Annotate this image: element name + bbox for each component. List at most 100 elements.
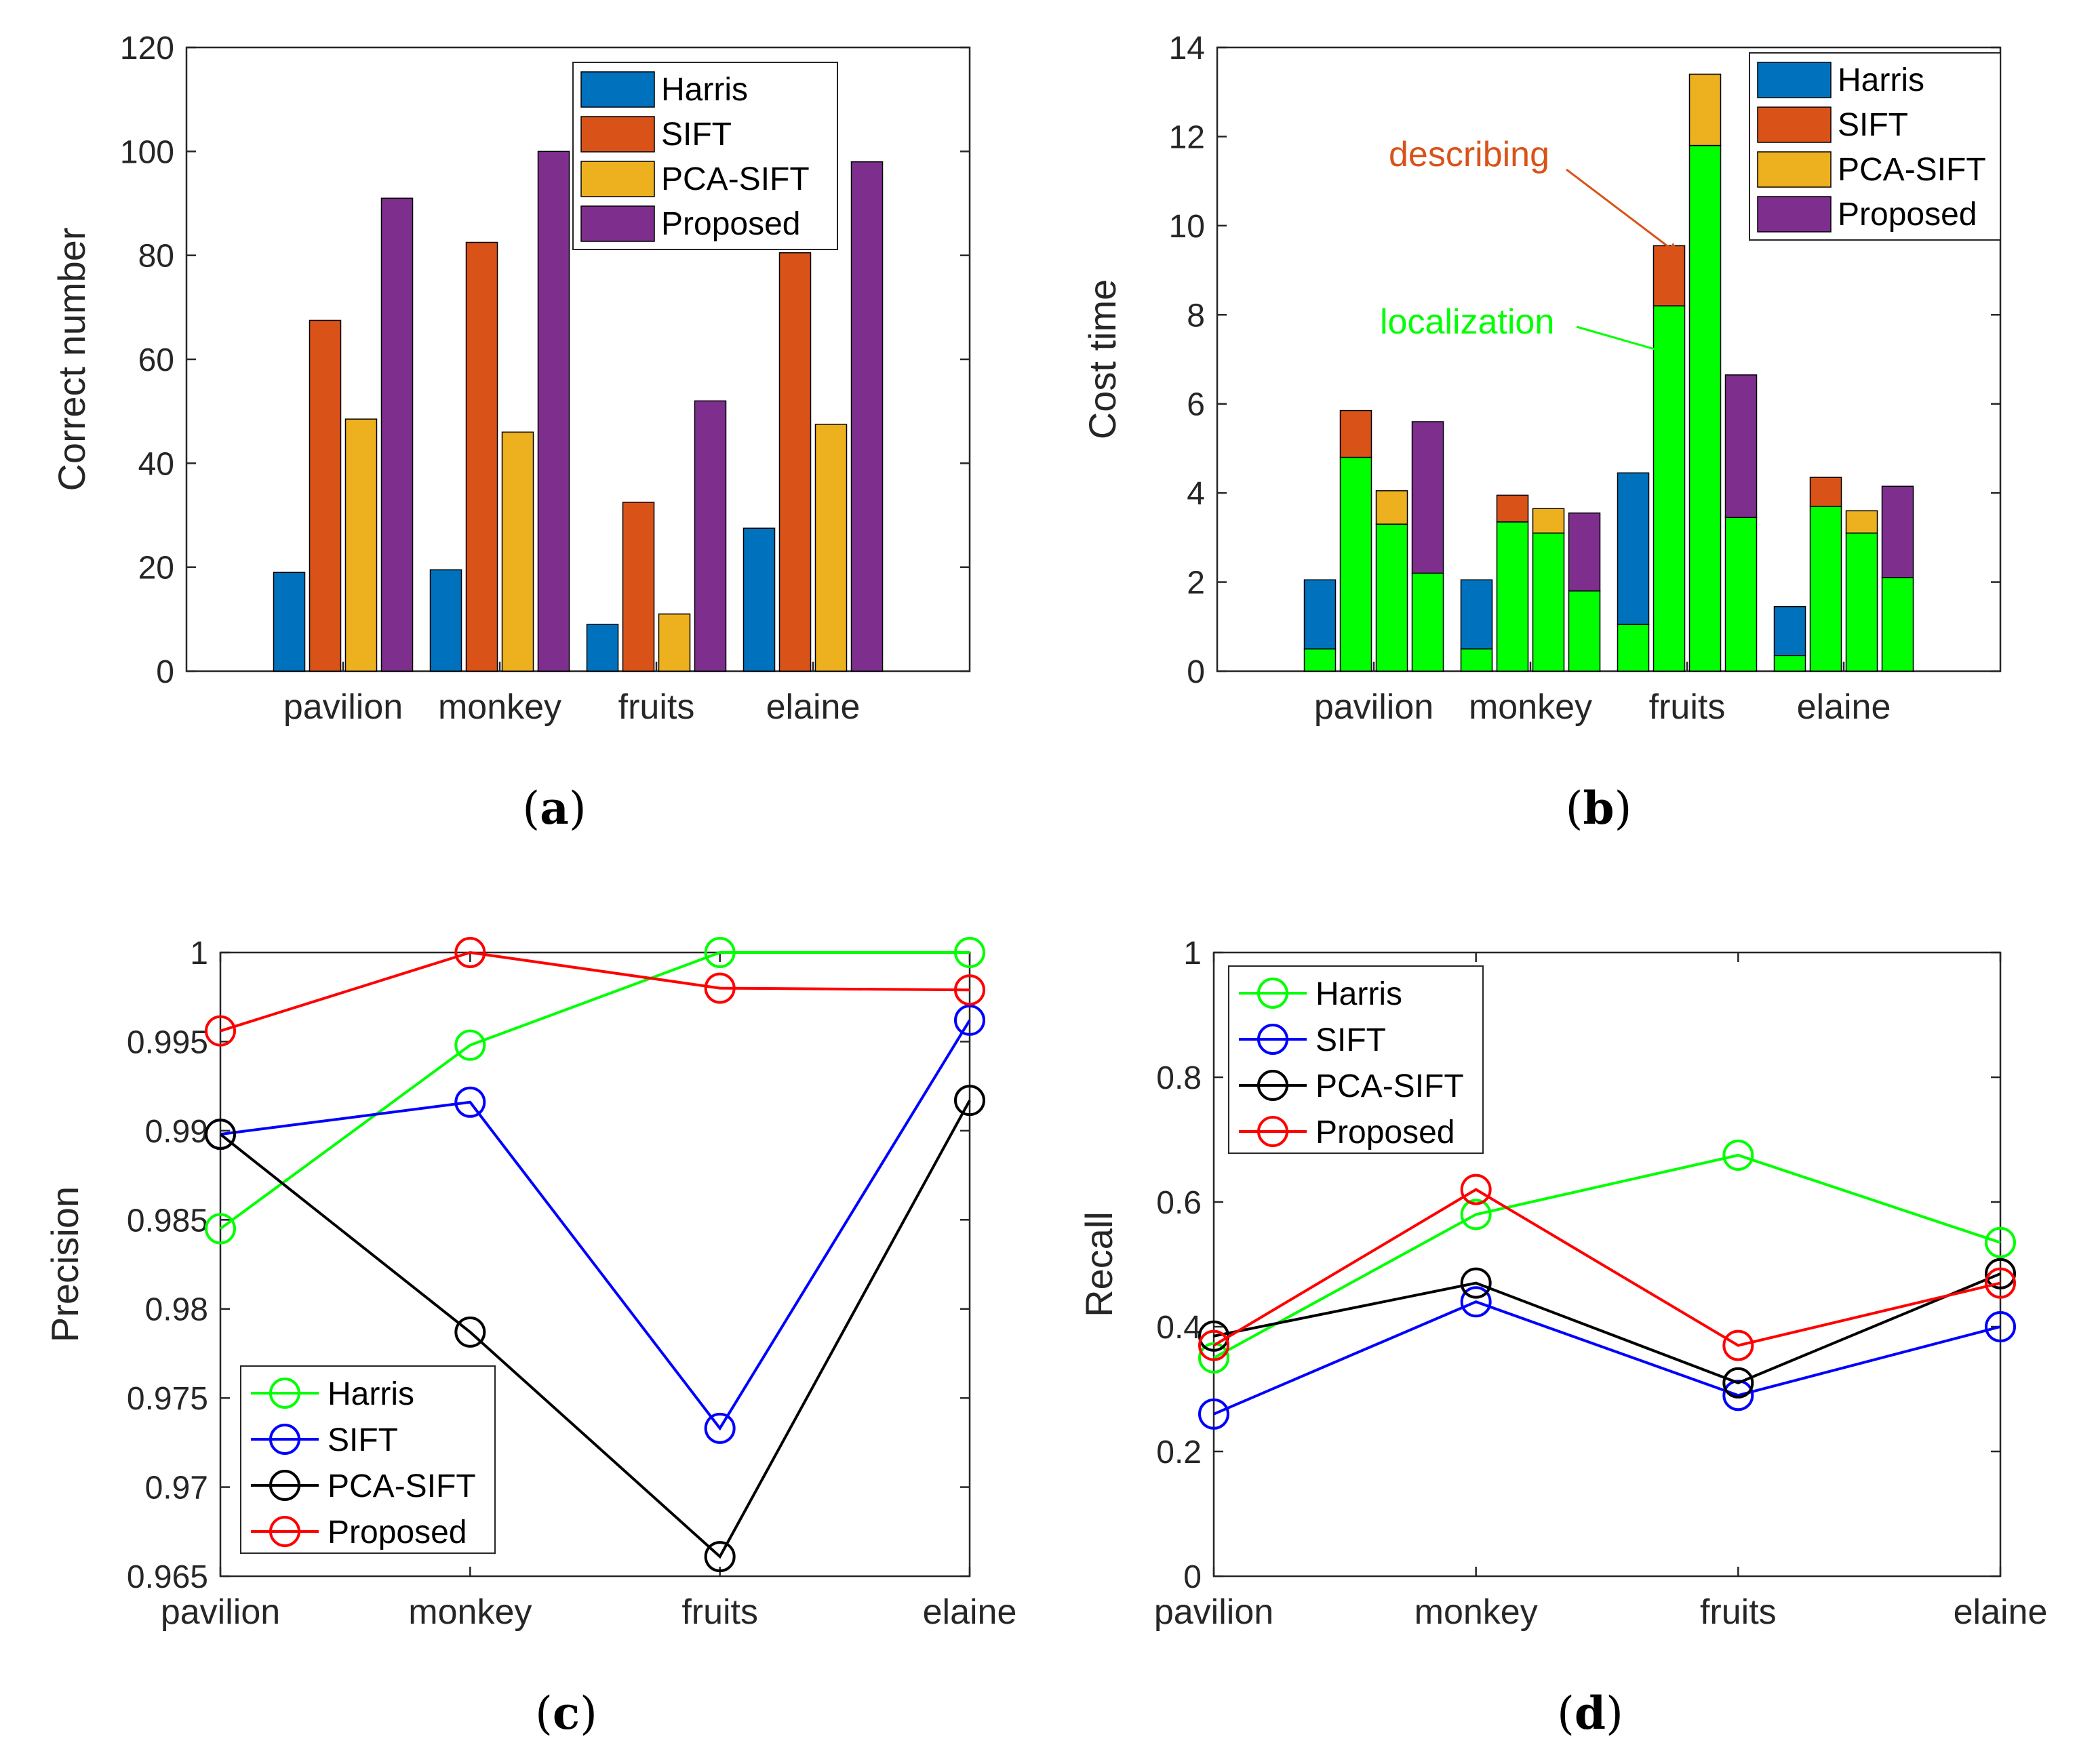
- bar-localization-sift-pavilion: [1339, 456, 1372, 672]
- line-proposed: [1212, 1188, 2001, 1347]
- caption-c: (c): [535, 1687, 597, 1740]
- bar-localization-harris-fruits: [1617, 624, 1650, 672]
- bar-localization-proposed-fruits: [1724, 517, 1758, 672]
- y-tick-label: 0.99: [145, 1114, 208, 1150]
- y-tick-label: 1: [1183, 936, 1202, 971]
- point-harris-pavilion: [205, 1213, 236, 1245]
- x-tick-label: pavilion: [1314, 687, 1433, 727]
- bar-describing-harris-fruits: [1617, 472, 1650, 625]
- bar-pca-sift-fruits: [658, 613, 691, 672]
- legend-swatch-proposed: [580, 205, 655, 242]
- legend-marker-proposed: [269, 1516, 300, 1547]
- bar-describing-harris-elaine: [1773, 605, 1806, 656]
- y-tick-label: 0.98: [145, 1292, 208, 1328]
- y-tick-label: 120: [120, 31, 174, 66]
- y-tick-label: 0.965: [127, 1559, 208, 1595]
- point-pca-sift-fruits: [1722, 1367, 1754, 1399]
- legend-marker-proposed: [1257, 1116, 1288, 1147]
- y-tick-label: 8: [1187, 298, 1205, 334]
- y-tick-label: 0.2: [1156, 1435, 1202, 1470]
- bar-describing-sift-fruits: [1653, 245, 1686, 306]
- point-sift-pavilion: [1198, 1398, 1229, 1430]
- axes-c: 0.965 0.97 0.975 0.98 0.985 0.99 0.995 1 Precisi…: [43, 936, 971, 1595]
- bar-describing-sift-elaine: [1809, 477, 1842, 507]
- y-tick-label: 4: [1187, 476, 1205, 512]
- x-tick-label: fruits: [1700, 1592, 1777, 1632]
- bar-proposed-fruits: [694, 400, 727, 672]
- bar-proposed-monkey: [537, 151, 570, 672]
- bar-sift-elaine: [778, 252, 812, 672]
- legend-swatch-harris: [580, 71, 655, 108]
- legend-marker-sift: [269, 1424, 300, 1455]
- legend-swatch-sift: [580, 116, 655, 153]
- caption-letter: c: [553, 1687, 580, 1740]
- caption-a: (a): [522, 782, 586, 835]
- point-pca-sift-fruits: [704, 1541, 736, 1573]
- bar-localization-harris-elaine: [1773, 655, 1806, 672]
- point-harris-monkey: [1460, 1199, 1492, 1230]
- y-tick-label: 0: [1187, 654, 1205, 690]
- bar-proposed-pavilion: [380, 197, 414, 672]
- legend-marker-harris: [1257, 978, 1288, 1009]
- legend-label: SIFT: [1316, 1022, 1386, 1058]
- x-tick-label: pavilion: [1154, 1592, 1273, 1632]
- subfigure-caption: (d): [1557, 1687, 1623, 1740]
- bar-pca-sift-elaine: [814, 424, 848, 672]
- y-tick-label: 2: [1187, 565, 1205, 601]
- y-tick-label: 12: [1169, 119, 1205, 155]
- x-tick-label: fruits: [1649, 687, 1726, 727]
- point-pca-sift-elaine: [1985, 1258, 2016, 1289]
- axes-b: 0 2 4 6 8 10 12 14 Cost time: [1081, 31, 2002, 690]
- bar-describing-proposed-pavilion: [1411, 421, 1444, 574]
- y-axis-label: Precision: [43, 1186, 86, 1342]
- y-tick-label: 0.995: [127, 1024, 208, 1060]
- legend-b: Harris SIFT PCA-SIFT Proposed: [1749, 52, 2001, 241]
- bar-localization-pca-sift-monkey: [1532, 532, 1565, 672]
- point-proposed-pavilion: [1198, 1329, 1229, 1361]
- point-harris-elaine: [1985, 1226, 2016, 1258]
- y-axis-label: Correct number: [50, 227, 93, 491]
- point-pca-sift-monkey: [1460, 1267, 1492, 1299]
- caption-d: (d): [1557, 1687, 1623, 1740]
- y-tick-label: 0.97: [145, 1470, 208, 1506]
- y-axis-label: Cost time: [1081, 279, 1124, 440]
- annotation-describing: describing: [1389, 135, 1549, 174]
- bar-harris-monkey: [429, 569, 462, 672]
- legend-label: Harris: [1316, 976, 1402, 1012]
- x-tick-label: pavilion: [161, 1592, 280, 1632]
- y-tick-label: 20: [138, 550, 174, 586]
- bar-sift-pavilion: [309, 319, 342, 672]
- legend-label: Proposed: [1838, 197, 1977, 233]
- bar-describing-sift-monkey: [1496, 494, 1529, 523]
- bar-localization-proposed-elaine: [1881, 577, 1914, 672]
- y-tick-label: 1: [190, 936, 208, 971]
- line-sift: [1213, 1300, 2001, 1416]
- legend-box: [1228, 965, 1484, 1154]
- x-tick-label: monkey: [408, 1592, 532, 1632]
- annotation-localization: localization: [1380, 302, 1554, 342]
- y-tick-label: 0.8: [1156, 1060, 1202, 1096]
- point-proposed-monkey: [454, 937, 486, 968]
- y-tick-label: 0: [156, 654, 174, 690]
- caption-b: (b): [1566, 782, 1632, 835]
- y-tick-label: 14: [1169, 31, 1205, 66]
- y-tick-label: 10: [1169, 209, 1205, 245]
- bar-localization-sift-monkey: [1496, 521, 1529, 672]
- x-tick-label: elaine: [1954, 1592, 2048, 1632]
- legend-label: SIFT: [1838, 107, 1908, 143]
- y-tick-label: 0.975: [127, 1381, 208, 1417]
- legend-a: Harris SIFT PCA-SIFT Proposed: [572, 62, 838, 250]
- legend-marker-pca-sift: [269, 1470, 300, 1501]
- bar-sift-fruits: [622, 502, 655, 672]
- legend-marker-harris: [269, 1378, 300, 1409]
- point-pca-sift-pavilion: [205, 1119, 236, 1150]
- axes-d: 0 0.2 0.4 0.6 0.8 1 Recall: [1077, 936, 2002, 1595]
- point-proposed-elaine: [1985, 1267, 2016, 1299]
- y-tick-label: 100: [120, 134, 174, 170]
- line-harris: [1213, 1153, 2001, 1359]
- bar-describing-proposed-elaine: [1881, 485, 1914, 578]
- bar-describing-harris-pavilion: [1303, 579, 1337, 649]
- x-tick-label: pavilion: [283, 687, 403, 727]
- annotation-describing-arrow: [1566, 168, 1680, 256]
